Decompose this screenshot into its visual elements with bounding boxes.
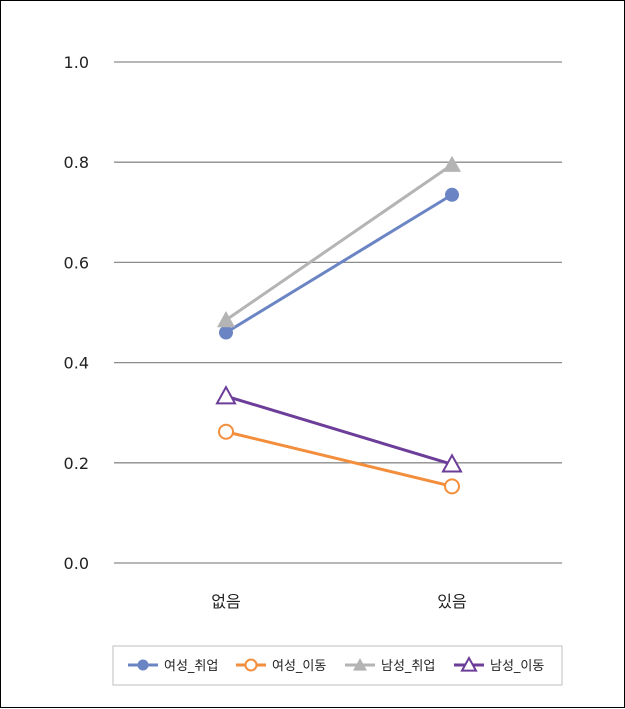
series-lines <box>225 163 453 488</box>
gridlines <box>114 61 562 564</box>
data-point <box>445 187 459 202</box>
data-point <box>215 385 237 405</box>
series-line <box>225 163 453 322</box>
legend-label: 여성_취업 <box>164 659 218 674</box>
data-point <box>217 311 235 328</box>
data-point <box>218 423 234 440</box>
y-axis-ticks: 0.0 0.2 0.4 0.6 0.8 1.0 <box>64 53 89 573</box>
legend-marker <box>460 655 478 672</box>
legend-box <box>112 645 563 686</box>
y-tick-label: 0.0 <box>64 554 89 573</box>
legend-marker <box>137 659 149 671</box>
series-line <box>225 394 453 466</box>
data-point <box>441 453 463 473</box>
legend-label: 남성_이동 <box>490 659 544 674</box>
legend: 여성_취업 여성_이동 남성_취업 남성_이동 <box>112 645 563 686</box>
data-point <box>443 155 461 172</box>
data-point <box>444 478 460 495</box>
x-axis-categories: 없음 있음 <box>211 592 466 611</box>
legend-label: 남성_취업 <box>381 659 435 674</box>
data-point <box>219 325 233 340</box>
y-tick-label: 1.0 <box>64 53 89 72</box>
legend-label: 여성_이동 <box>272 659 326 674</box>
x-category-label: 없음 <box>211 592 240 611</box>
y-tick-label: 0.6 <box>64 253 89 272</box>
y-tick-label: 0.4 <box>64 354 89 373</box>
x-category-label: 있음 <box>437 592 466 611</box>
series-line <box>225 430 453 488</box>
legend-marker <box>353 658 367 671</box>
legend-marker <box>244 658 258 672</box>
series-line <box>225 193 453 334</box>
y-tick-label: 0.2 <box>64 454 89 473</box>
series-markers <box>215 155 463 495</box>
y-tick-label: 0.8 <box>64 153 89 172</box>
